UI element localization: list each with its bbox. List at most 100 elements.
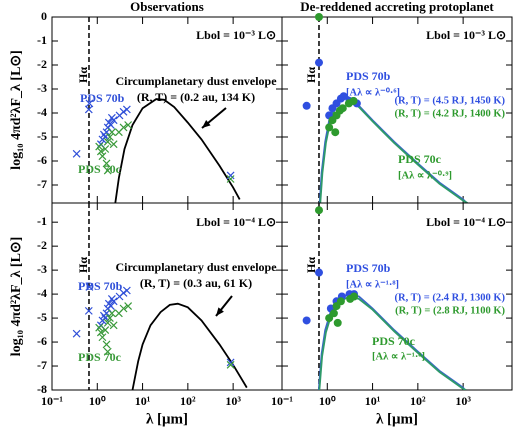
data-point: [314, 58, 323, 67]
column-title: De-reddened accreting protoplanet: [300, 0, 494, 14]
data-point: [333, 318, 342, 327]
x-tick-label: 10⁰: [89, 394, 106, 408]
data-point: [226, 175, 235, 183]
y-tick-label: -2: [37, 57, 47, 71]
series-label: PDS 70c: [398, 152, 442, 166]
annotation: Hα: [76, 67, 90, 83]
y-tick-label: -8: [37, 382, 47, 396]
plot-area: [317, 293, 467, 390]
data-point: [226, 171, 235, 180]
annotation: Circumplanetary dust envelope: [115, 74, 277, 88]
x-tick-label: 10¹: [135, 394, 151, 408]
data-point: [98, 152, 107, 161]
annotation: (R, T) = (2.4 RJ, 1300 K): [395, 292, 506, 303]
data-point: [109, 321, 118, 330]
y-tick-label: -4: [37, 105, 47, 119]
data-point: [119, 288, 128, 297]
annotation: Hα: [304, 67, 318, 83]
data-point: [336, 297, 345, 306]
x-tick-label: 10³: [455, 394, 471, 408]
data-point: [329, 309, 338, 318]
x-tick-label: 10¹: [365, 394, 381, 408]
x-tick-label: 10²: [180, 394, 196, 408]
data-point: [106, 302, 115, 311]
data-point: [339, 92, 348, 101]
data-point: [109, 297, 118, 306]
data-point: [314, 13, 323, 21]
data-point: [98, 333, 107, 342]
data-point: [96, 147, 105, 156]
data-point: [72, 329, 81, 338]
annotation: Lbol = 10⁻⁴ L⊙: [196, 215, 276, 229]
data-point: [105, 314, 114, 323]
series-label: PDS 70b: [346, 69, 391, 83]
annotation: [Aλ ∝ λ⁻¹·⁸]: [372, 351, 425, 362]
data-point: [84, 306, 93, 315]
data-point: [338, 104, 347, 113]
annotation: (R, T) = (4.2 RJ, 1400 K): [395, 108, 506, 119]
y-tick-label: -7: [37, 177, 47, 191]
data-point: [109, 140, 118, 149]
data-point: [314, 206, 323, 215]
series-label: PDS 70c: [78, 350, 122, 364]
plot-area: [114, 98, 241, 203]
annotation: Lbol = 10⁻⁴ L⊙: [426, 215, 506, 229]
model-curve: [131, 302, 248, 390]
x-tick-label: 10³: [225, 394, 241, 408]
y-tick-label: -4: [37, 286, 47, 300]
x-axis-label: λ [μm]: [146, 411, 188, 427]
data-point: [107, 128, 116, 137]
series-label: PDS 70c: [78, 162, 122, 176]
data-point: [95, 142, 104, 151]
y-axis-label: log₁₀ 4πd²λF_λ [L⊙]: [9, 50, 24, 170]
panel: 10⁻¹ 10⁰ 10¹ 10² 10³ λ [μm] PDS 70b PDS 70c Lbol…: [271, 202, 513, 427]
data-point: [124, 302, 133, 311]
annotation: Circumplanetary dust envelope: [115, 260, 277, 274]
data-point: [119, 123, 128, 132]
annotation: [Aλ ∝ λ⁻⁰·⁶]: [346, 86, 400, 98]
annotation: [Aλ ∝ λ⁻⁰·⁹]: [398, 169, 452, 181]
y-tick-label: -5: [37, 129, 47, 143]
data-point: [122, 105, 131, 114]
data-point: [102, 159, 111, 168]
panel: 0 -1 -2 -3 -4 -5 -6 -7 Observations log₁₀ 4πd²λF_…: [9, 0, 283, 204]
series-label: PDS 70b: [80, 91, 125, 105]
data-point: [119, 304, 128, 313]
x-tick-label: 10⁻¹: [41, 394, 63, 408]
plot-area: [131, 302, 248, 390]
model-curve: [114, 98, 241, 203]
data-point: [331, 128, 340, 137]
annotation: (R, T) = (0.2 au, 134 K): [137, 90, 255, 104]
data-point: [105, 133, 114, 141]
y-tick-label: -1: [37, 33, 47, 47]
arrow-head: [216, 307, 224, 316]
annotation: [Aλ ∝ λ⁻¹·⁸]: [346, 279, 399, 290]
y-tick-label: -1: [37, 214, 47, 228]
data-point: [350, 292, 359, 301]
panel: De-reddened accreting protoplanet PDS 70b…: [281, 0, 513, 204]
annotation: (R, T) = (2.8 RJ, 1100 K): [395, 305, 505, 316]
data-point: [302, 316, 311, 325]
data-point: [349, 97, 358, 105]
data-point: [103, 318, 112, 327]
y-tick-label: -3: [37, 81, 47, 95]
data-point: [106, 121, 115, 129]
data-point: [302, 101, 311, 110]
data-point: [101, 145, 110, 153]
data-point: [226, 358, 235, 367]
data-point: [103, 166, 112, 175]
series-label: PDS 70b: [346, 261, 391, 275]
annotation: (R, T) = (4.5 RJ, 1450 K): [395, 95, 506, 106]
x-tick-label: 10⁰: [319, 394, 336, 408]
column-title: Observations: [130, 0, 204, 14]
x-axis-label: λ [μm]: [376, 411, 418, 427]
data-point: [103, 347, 112, 356]
arrow-head: [202, 120, 211, 128]
y-tick-label: -5: [37, 310, 47, 324]
data-point: [124, 121, 133, 129]
y-tick-label: -2: [37, 238, 47, 252]
y-axis-label: log₁₀ 4πd²λF_λ [L⊙]: [9, 237, 24, 357]
data-point: [103, 137, 112, 146]
annotation: Lbol = 10⁻³ L⊙: [426, 28, 506, 42]
